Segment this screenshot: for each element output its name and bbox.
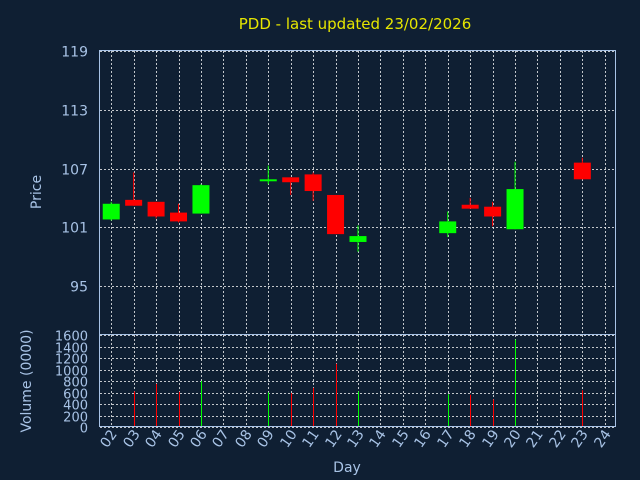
candle-body-02 bbox=[102, 203, 120, 220]
day-tick-label: 03 bbox=[120, 427, 143, 451]
candle-body-03 bbox=[125, 199, 143, 206]
volume-tick-label: 1400 bbox=[55, 342, 88, 357]
volume-tick-label: 400 bbox=[63, 399, 88, 414]
candle-body-23 bbox=[573, 162, 591, 180]
day-tick-label: 14 bbox=[366, 427, 389, 451]
day-tick-label: 05 bbox=[165, 427, 188, 451]
candle-body-17 bbox=[439, 221, 457, 234]
price-grid bbox=[100, 51, 616, 335]
price-tick-label: 113 bbox=[61, 104, 88, 120]
day-tick-label: 17 bbox=[434, 427, 457, 451]
volume-tick-label: 800 bbox=[63, 376, 88, 391]
volume-tick-label: 1000 bbox=[55, 365, 88, 380]
day-tick-label: 15 bbox=[389, 427, 412, 451]
candle-body-06 bbox=[192, 185, 210, 214]
candle-body-18 bbox=[461, 204, 479, 209]
chart-title: PDD - last updated 23/02/2026 bbox=[239, 15, 472, 33]
price-tick-label: 101 bbox=[61, 221, 88, 237]
day-tick-label: 21 bbox=[523, 427, 546, 451]
candle-body-09 bbox=[259, 179, 277, 182]
day-tick-label: 02 bbox=[97, 427, 120, 451]
day-tick-label: 06 bbox=[187, 427, 210, 451]
day-tick-label: 13 bbox=[344, 427, 367, 451]
day-tick-label: 24 bbox=[591, 427, 614, 451]
day-tick-label: 16 bbox=[411, 427, 434, 451]
candle-body-13 bbox=[349, 236, 367, 242]
price-tick-label: 95 bbox=[70, 280, 88, 296]
day-tick-label: 07 bbox=[209, 427, 232, 451]
candle-body-10 bbox=[282, 177, 300, 183]
volume-tick-label: 0 bbox=[80, 422, 88, 437]
candle-body-04 bbox=[147, 201, 165, 217]
volume-tick-label: 600 bbox=[63, 388, 88, 403]
candle-body-05 bbox=[170, 212, 188, 222]
volume-axis-label: Volume (0000) bbox=[19, 329, 35, 432]
day-tick-label: 22 bbox=[546, 427, 569, 451]
candle-body-19 bbox=[484, 206, 502, 217]
day-tick-label: 18 bbox=[456, 427, 479, 451]
price-tick-label: 107 bbox=[61, 163, 88, 179]
volume-tick-label: 1200 bbox=[55, 353, 88, 368]
price-axis-label: Price bbox=[29, 175, 45, 209]
volume-tick-label: 1600 bbox=[55, 330, 88, 345]
day-tick-label: 09 bbox=[254, 427, 277, 451]
candle-body-12 bbox=[327, 194, 345, 235]
candles-layer bbox=[102, 157, 591, 252]
volume-bars-layer bbox=[134, 339, 583, 427]
day-tick-label: 10 bbox=[277, 427, 300, 451]
day-tick-label: 11 bbox=[299, 427, 322, 451]
candle-body-11 bbox=[304, 174, 322, 192]
day-axis-label: Day bbox=[333, 460, 361, 476]
day-tick-label: 23 bbox=[568, 427, 591, 451]
day-tick-label: 20 bbox=[501, 427, 524, 451]
volume-plot-frame bbox=[99, 334, 616, 427]
candle-body-20 bbox=[506, 189, 524, 230]
price-plot-frame bbox=[99, 50, 616, 335]
day-tick-label: 04 bbox=[142, 427, 165, 451]
day-tick-label: 19 bbox=[479, 427, 502, 451]
day-tick-label: 08 bbox=[232, 427, 255, 451]
day-tick-label: 12 bbox=[322, 427, 345, 451]
price-tick-label: 119 bbox=[61, 45, 88, 61]
volume-tick-label: 200 bbox=[63, 411, 88, 426]
price-tick-labels: 95 101 107 113 119 bbox=[61, 45, 88, 296]
